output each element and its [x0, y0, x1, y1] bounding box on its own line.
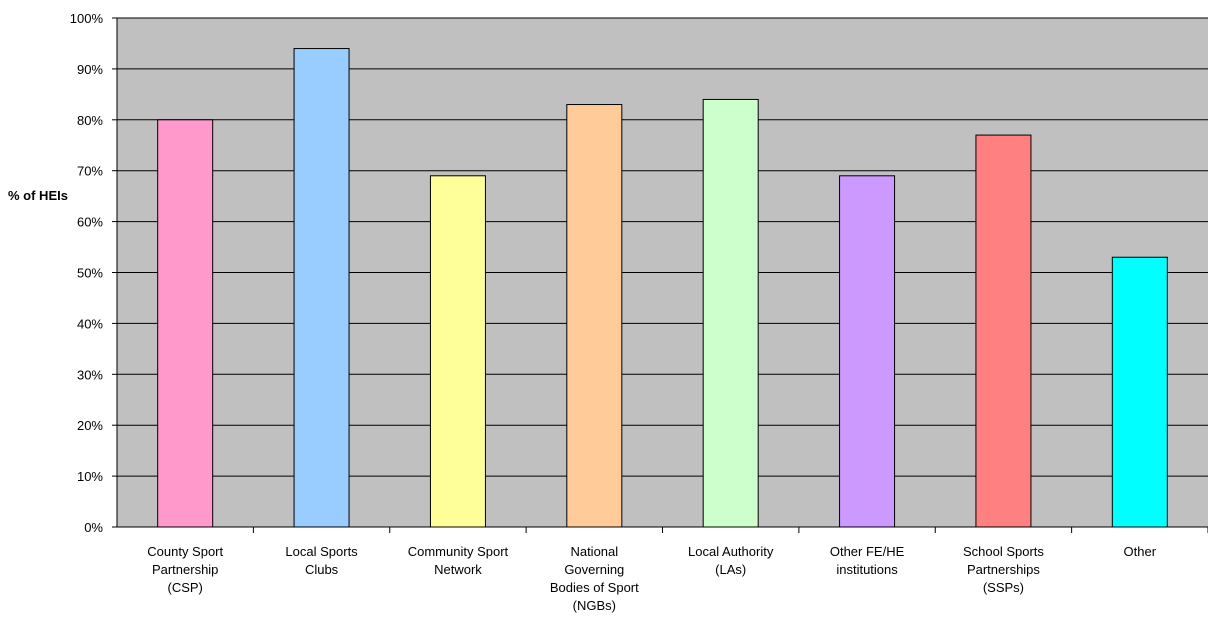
- bar: [839, 175, 896, 528]
- y-axis-label: % of HEIs: [8, 188, 68, 203]
- x-tick-label: National Governing Bodies of Sport (NGBs): [550, 544, 639, 613]
- y-tick-label: 20%: [77, 418, 103, 433]
- y-tick-label: 80%: [77, 113, 103, 128]
- x-tick-label: Local Authority (LAs): [688, 544, 774, 577]
- bars: [157, 48, 1168, 528]
- bar: [702, 98, 759, 528]
- bar: [1111, 256, 1168, 528]
- y-tick-labels: 0% 10% 20% 30% 40% 50% 60% 70% 80% 90% 100%: [70, 11, 104, 535]
- x-tick-label: Other FE/HE institutions: [830, 544, 905, 577]
- x-tick-label: Local Sports Clubs: [285, 544, 358, 577]
- x-tick-label: County Sport Partnership (CSP): [147, 544, 223, 595]
- bar: [975, 134, 1032, 528]
- y-tick-label: 0%: [84, 520, 103, 535]
- y-tick-label: 40%: [77, 316, 103, 331]
- y-tick-label: 60%: [77, 215, 103, 230]
- bar: [429, 175, 486, 528]
- x-tick-labels: County Sport Partnership (CSP) Local Sports…: [147, 544, 1156, 613]
- x-tick-label: Other: [1124, 544, 1157, 559]
- bar: [566, 104, 623, 528]
- bar: [293, 48, 350, 528]
- x-tick-label: Community Sport Network: [408, 544, 509, 577]
- y-tick-label: 10%: [77, 469, 103, 484]
- y-tick-label: 100%: [70, 11, 104, 26]
- y-tick-label: 90%: [77, 62, 103, 77]
- bar: [157, 119, 214, 528]
- y-tick-label: 50%: [77, 266, 103, 281]
- x-tick-label: School Sports Partnerships (SSPs): [963, 544, 1044, 595]
- axes: [112, 17, 1208, 533]
- y-tick-label: 30%: [77, 367, 103, 382]
- y-tick-label: 70%: [77, 164, 103, 179]
